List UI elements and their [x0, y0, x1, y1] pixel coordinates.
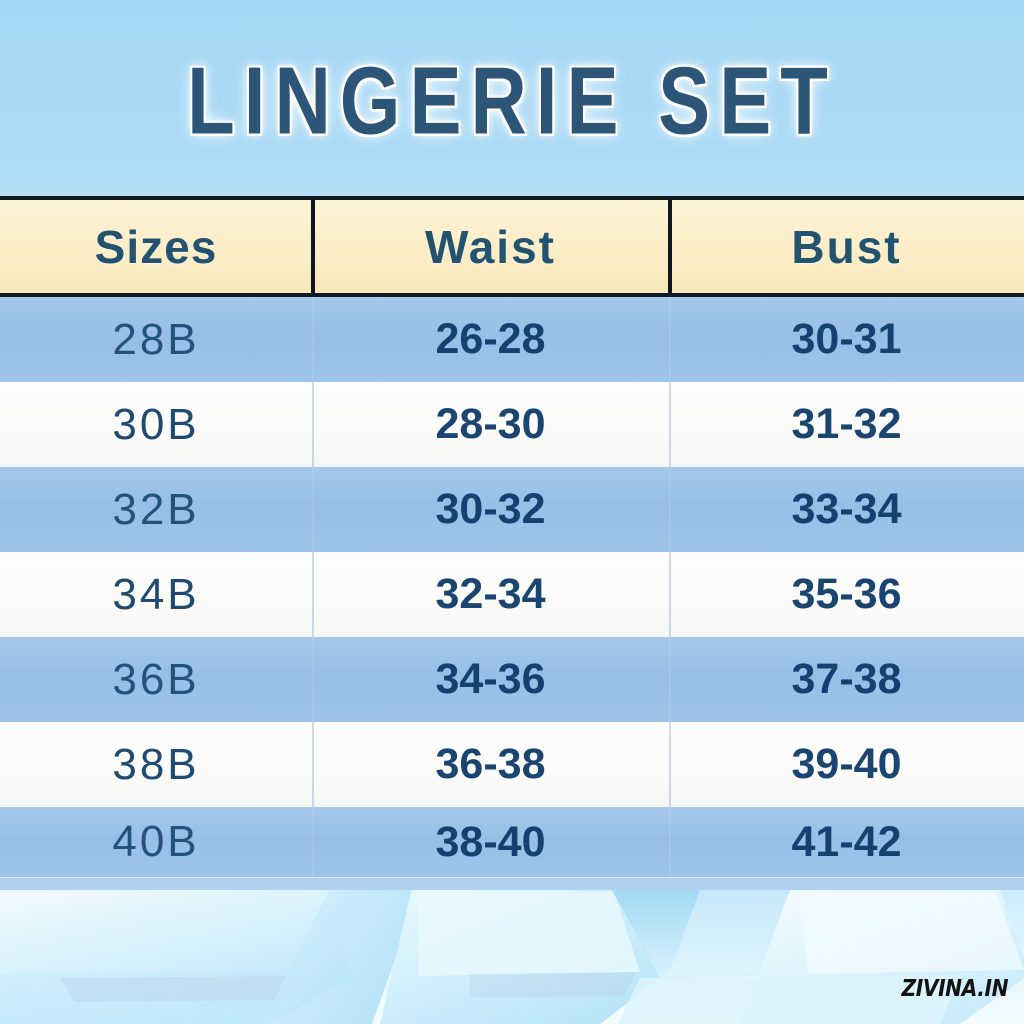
row-column-divider-1	[312, 722, 314, 807]
cell-size: 36B	[112, 654, 200, 704]
cell-waist: 34-36	[435, 655, 546, 703]
row-column-divider-2	[669, 467, 671, 552]
cell-bust: 33-34	[791, 485, 902, 533]
size-table: Sizes Waist Bust 28B 26-28 30-31 30B 28-…	[0, 196, 1024, 877]
geometric-shapes-illustration	[0, 878, 1024, 1024]
table-row: 38B 36-38 39-40	[0, 722, 1024, 807]
cell-bust: 35-36	[791, 570, 902, 618]
header-column-divider-2	[668, 200, 672, 293]
cell-size: 32B	[112, 484, 200, 534]
cell-bust: 39-40	[791, 740, 902, 788]
cell-bust: 31-32	[791, 400, 902, 448]
table-row: 40B 38-40 41-42	[0, 807, 1024, 877]
row-column-divider-1	[312, 382, 314, 467]
row-column-divider-2	[669, 552, 671, 637]
row-column-divider-1	[312, 637, 314, 722]
cell-size: 34B	[112, 569, 200, 619]
row-column-divider-2	[669, 297, 671, 382]
cell-waist: 30-32	[435, 485, 546, 533]
row-column-divider-2	[669, 807, 671, 877]
cell-size: 28B	[112, 314, 200, 364]
table-row: 28B 26-28 30-31	[0, 297, 1024, 382]
table-row: 32B 30-32 33-34	[0, 467, 1024, 552]
title-banner: LINGERIE SET	[0, 0, 1024, 197]
row-column-divider-1	[312, 552, 314, 637]
cell-size: 30B	[112, 399, 200, 449]
cell-bust: 41-42	[791, 817, 902, 866]
table-header-row: Sizes Waist Bust	[0, 196, 1024, 297]
cell-waist: 32-34	[435, 570, 546, 618]
decorative-geometric-footer: ZIVINA.IN	[0, 878, 1024, 1024]
header-column-divider-1	[311, 200, 315, 293]
row-column-divider-2	[669, 637, 671, 722]
cell-waist: 28-30	[435, 400, 546, 448]
page-title: LINGERIE SET	[187, 47, 837, 155]
cell-bust: 30-31	[791, 315, 902, 363]
cell-waist: 26-28	[435, 315, 546, 363]
cell-waist: 36-38	[435, 740, 546, 788]
row-column-divider-1	[312, 467, 314, 552]
column-header-bust: Bust	[791, 220, 902, 273]
cell-size: 38B	[112, 739, 200, 789]
row-column-divider-2	[669, 722, 671, 807]
cell-waist: 38-40	[435, 817, 546, 866]
row-column-divider-2	[669, 382, 671, 467]
table-row: 34B 32-34 35-36	[0, 552, 1024, 637]
watermark-logo: ZIVINA.IN	[901, 976, 1008, 1002]
column-header-waist: Waist	[425, 220, 556, 273]
cell-size: 40B	[112, 817, 200, 866]
column-header-sizes: Sizes	[94, 220, 218, 273]
cell-bust: 37-38	[791, 655, 902, 703]
table-row: 30B 28-30 31-32	[0, 382, 1024, 467]
row-column-divider-1	[312, 297, 314, 382]
table-row: 36B 34-36 37-38	[0, 637, 1024, 722]
row-column-divider-1	[312, 807, 314, 877]
